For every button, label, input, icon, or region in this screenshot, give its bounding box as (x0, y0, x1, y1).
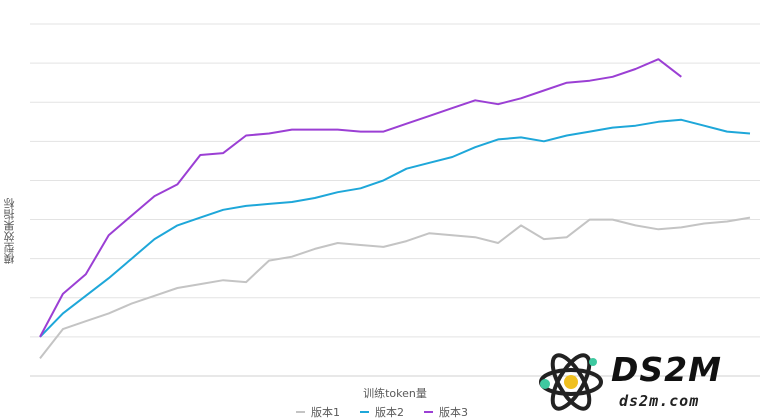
legend-swatch-2 (360, 411, 369, 413)
legend-item-2: 版本2 (360, 404, 404, 420)
watermark-logo: DS2M ds2m.com (533, 344, 764, 420)
legend-label-1: 版本1 (311, 406, 340, 419)
x-axis-label: 训练token量 (363, 387, 427, 400)
series-line-3 (39, 58, 682, 338)
watermark-site: ds2m.com (619, 392, 700, 410)
gridlines (30, 23, 760, 377)
atom-logo-icon (539, 353, 603, 411)
legend-swatch-3 (424, 411, 433, 413)
legend-item-3: 版本3 (424, 404, 468, 420)
legend-swatch-1 (296, 411, 305, 413)
y-axis-label: 模型效果指标 (3, 198, 16, 264)
legend: 版本1 版本2 版本3 (296, 404, 488, 420)
series-line-1 (39, 216, 751, 360)
series-line-2 (39, 118, 751, 338)
legend-label-2: 版本2 (375, 406, 404, 419)
watermark-brand: DS2M (611, 350, 722, 389)
legend-label-3: 版本3 (439, 406, 468, 419)
series-lines (39, 58, 751, 360)
legend-item-1: 版本1 (296, 404, 340, 420)
